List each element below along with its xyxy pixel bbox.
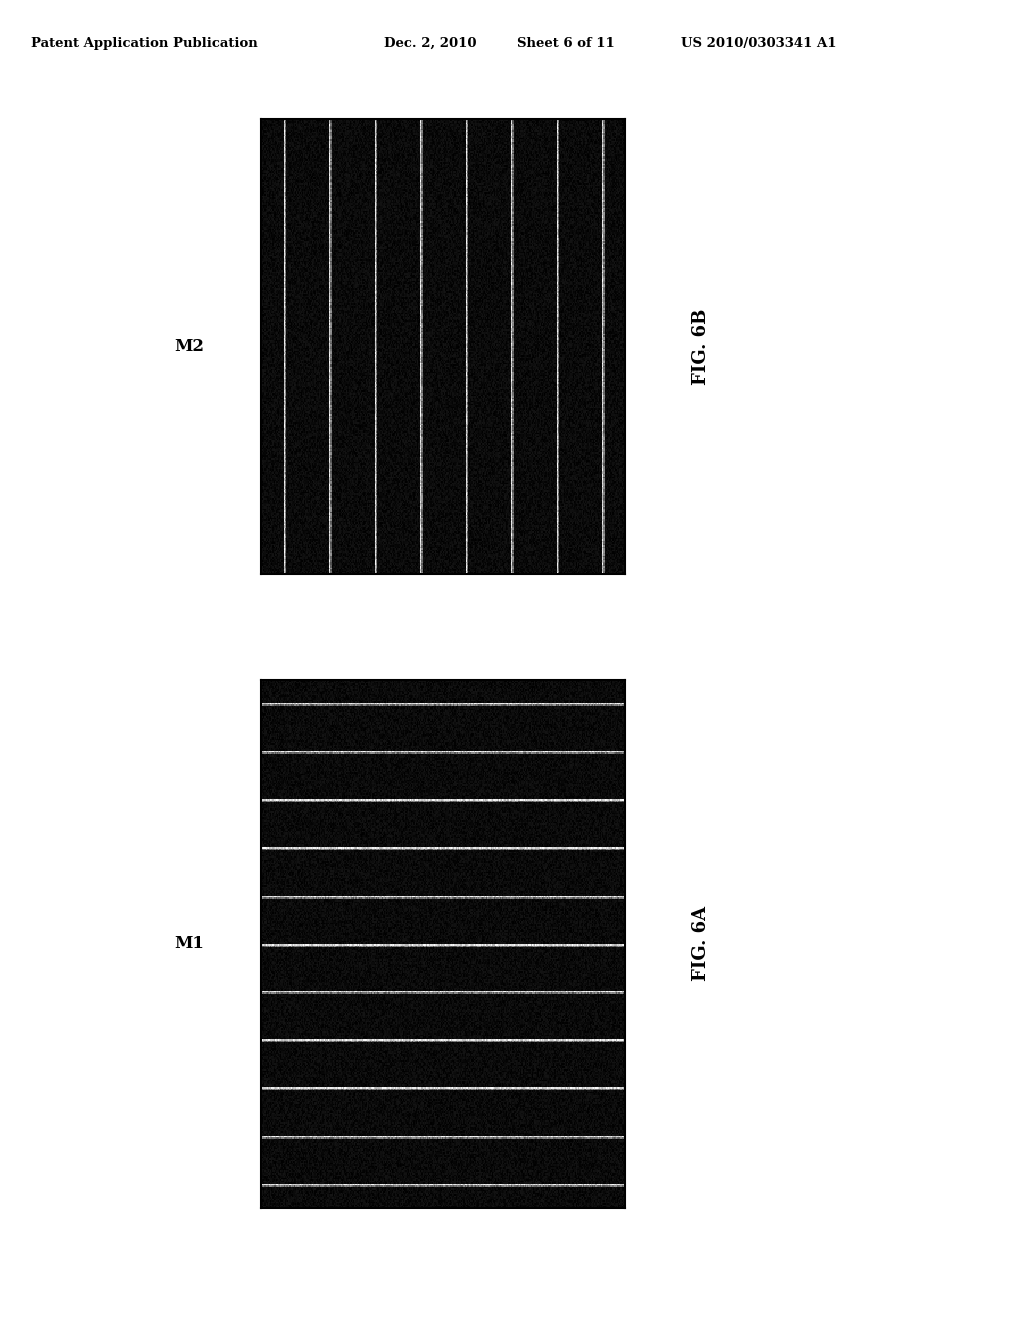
Text: FIG. 6A: FIG. 6A: [692, 907, 711, 981]
Text: M1: M1: [174, 936, 205, 952]
Text: Sheet 6 of 11: Sheet 6 of 11: [517, 37, 614, 50]
Text: M2: M2: [174, 338, 205, 355]
Text: FIG. 6B: FIG. 6B: [692, 309, 711, 384]
Text: Patent Application Publication: Patent Application Publication: [31, 37, 257, 50]
Text: US 2010/0303341 A1: US 2010/0303341 A1: [681, 37, 837, 50]
Text: Dec. 2, 2010: Dec. 2, 2010: [384, 37, 476, 50]
